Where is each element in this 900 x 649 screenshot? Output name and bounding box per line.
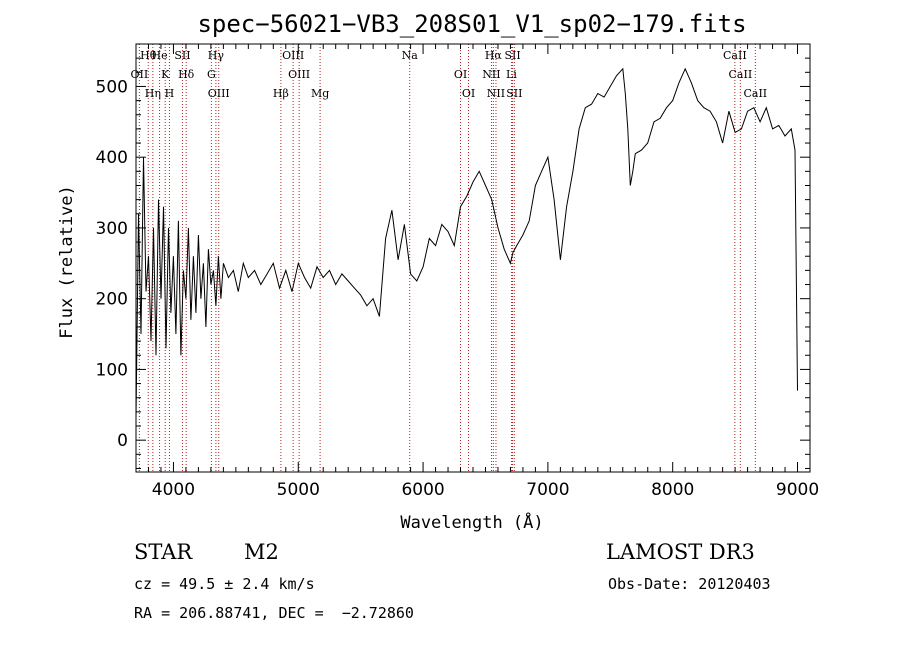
line-marker-label: Hθ (140, 49, 157, 62)
line-marker-label: Na (402, 49, 419, 62)
chart-title: spec−56021−VB3_208S01_V1_sp02−179.fits (197, 10, 746, 38)
axis-tick-labels: 4000 5000 6000 7000 8000 9000 0 100 200 300 400 500 (96, 77, 820, 500)
x-tick-label: 7000 (526, 480, 569, 500)
line-marker-label: G (207, 68, 216, 81)
flux-series-line (135, 67, 798, 419)
line-marker-label: He (152, 49, 168, 62)
y-tick-label: 300 (96, 219, 128, 239)
line-marker-label: K (161, 68, 170, 81)
x-tick-label: 5000 (277, 480, 320, 500)
line-marker-label: OIII (288, 68, 310, 81)
object-subclass: M2 (244, 540, 279, 564)
redshift-cz: cz = 49.5 ± 2.4 km/s (134, 575, 315, 593)
line-marker-label: Li (506, 68, 517, 81)
ra-dec: RA = 206.88741, DEC = −2.72860 (134, 604, 414, 622)
line-marker-label: H (165, 87, 175, 100)
line-marker-label: Hα (485, 49, 503, 62)
line-marker-label: SII (174, 49, 190, 62)
line-marker-label: Hγ (208, 49, 225, 62)
line-marker-label: Hη (145, 87, 161, 100)
y-tick-label: 400 (96, 148, 128, 168)
line-marker-label: CaII (743, 87, 767, 100)
y-tick-label: 100 (96, 360, 128, 380)
line-marker-label: Mg (311, 87, 329, 100)
survey-name: LAMOST DR3 (606, 540, 755, 564)
line-marker-label: CaII (729, 68, 753, 81)
line-marker-label: Hδ (178, 68, 195, 81)
y-tick-label: 500 (96, 77, 128, 97)
x-tick-label: 9000 (776, 480, 819, 500)
line-markers (138, 44, 756, 472)
line-marker-label: OIII (282, 49, 304, 62)
line-marker-label: SII (506, 87, 522, 100)
line-marker-label: SII (504, 49, 520, 62)
object-class: STAR (134, 540, 193, 564)
line-marker-label: CaII (723, 49, 747, 62)
line-marker-label: OI (462, 87, 475, 100)
y-axis-label: Flux (relative) (57, 185, 77, 339)
line-marker-label: NII (482, 68, 500, 81)
y-tick-label: 200 (96, 290, 128, 310)
plot-frame (135, 43, 811, 473)
y-tick-label: 0 (117, 431, 128, 451)
line-marker-labels: HθOIIHηHeKHSIIHδOIIIHγGHβOIIIOIIIMgNaOIO… (131, 49, 768, 100)
observation-date: Obs-Date: 20120403 (608, 575, 771, 593)
line-marker-label: Hβ (273, 87, 289, 100)
x-tick-label: 4000 (152, 480, 195, 500)
x-tick-label: 6000 (401, 480, 444, 500)
line-marker-label: OII (131, 68, 149, 81)
axis-ticks (135, 43, 811, 472)
x-tick-label: 8000 (651, 480, 694, 500)
line-marker-label: NII (487, 87, 505, 100)
line-marker-label: OI (454, 68, 467, 81)
line-marker-label: OIII (208, 87, 230, 100)
x-axis-label: Wavelength (Å) (400, 511, 543, 533)
